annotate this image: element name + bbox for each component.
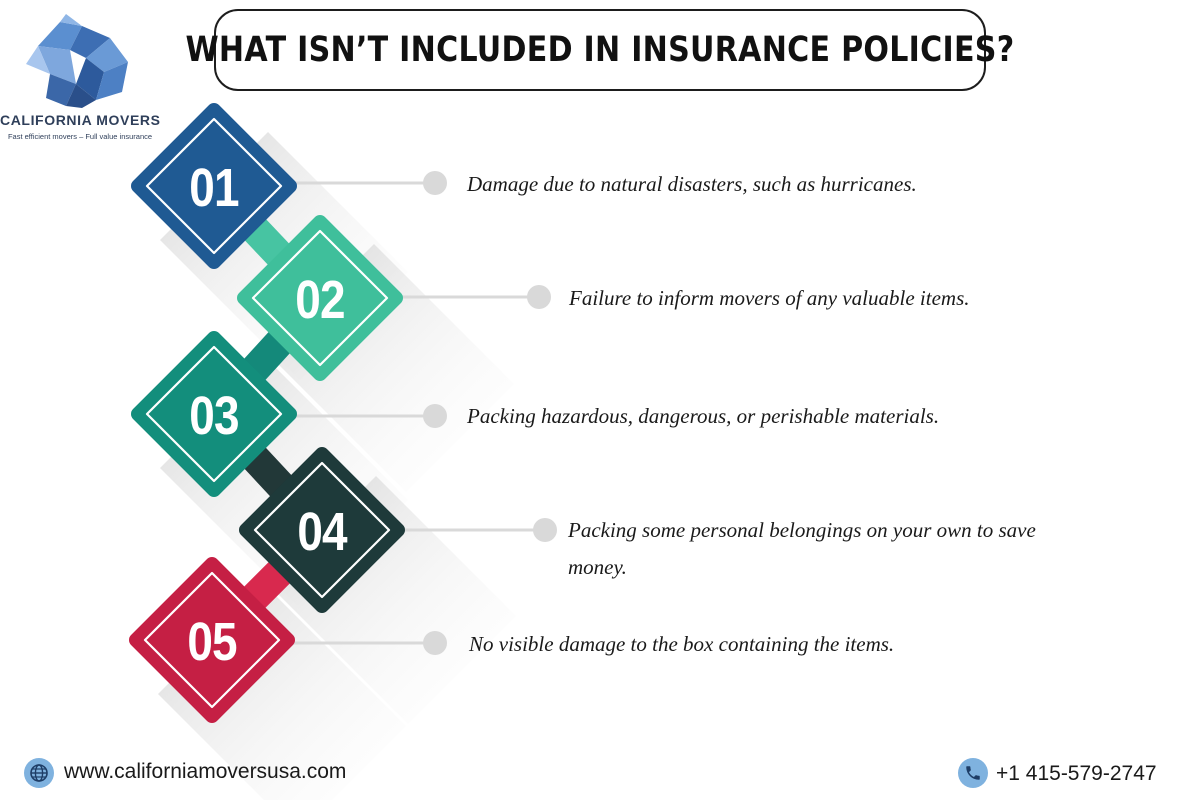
item-text-5: No visible damage to the box containing …	[469, 632, 895, 656]
item-text-1: Damage due to natural disasters, such as…	[467, 172, 917, 196]
leader-dot	[527, 285, 551, 309]
step-diamond-02: 02	[237, 215, 403, 381]
step-number: 03	[189, 386, 238, 446]
bear-logo-icon	[26, 14, 128, 108]
item-text-3: Packing hazardous, dangerous, or perisha…	[467, 404, 940, 428]
step-number: 02	[295, 270, 344, 330]
leader-dot	[423, 631, 447, 655]
item-text-4: Packing some personal belongings on your…	[568, 518, 1036, 579]
step-diamond-05: 05	[129, 557, 295, 723]
leader-dot	[533, 518, 557, 542]
page-title: WHAT ISN’T INCLUDED IN INSURANCE POLICIE…	[185, 30, 1015, 70]
diamond-inner-border	[145, 117, 283, 255]
brand-logo: CALIFORNIA MOVERS Fast efficient movers …	[0, 8, 161, 141]
diamond-inner-border	[253, 461, 391, 599]
step-number: 01	[189, 158, 238, 218]
phone-number[interactable]: +1 415-579-2747	[996, 762, 1157, 785]
step-number: 04	[297, 502, 347, 562]
step-number: 05	[187, 612, 236, 672]
leader-dot	[423, 171, 447, 195]
phone-icon	[958, 758, 988, 788]
brand-tagline: Fast efficient movers – Full value insur…	[7, 132, 153, 141]
step-diamond-04: 04	[239, 447, 405, 613]
brand-name: CALIFORNIA MOVERS	[0, 112, 161, 128]
website-link[interactable]: www.californiamoversusa.com	[64, 760, 347, 783]
diamond-inner-border	[145, 345, 283, 483]
item-text-2: Failure to inform movers of any valuable…	[569, 286, 970, 310]
diamond-inner-border	[251, 229, 389, 367]
globe-icon	[24, 758, 54, 788]
step-diamond-01: 01	[131, 103, 297, 269]
title-box: WHAT ISN’T INCLUDED IN INSURANCE POLICIE…	[186, 9, 1014, 91]
step-diamond-03: 03	[131, 331, 297, 497]
leader-dot	[423, 404, 447, 428]
diamond-inner-border	[143, 571, 281, 709]
